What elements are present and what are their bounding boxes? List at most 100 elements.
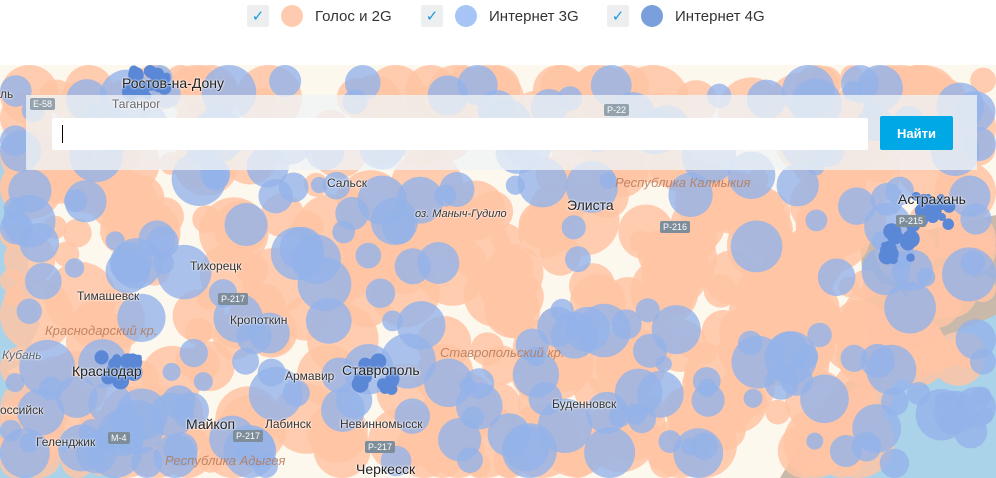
3g-coverage xyxy=(78,418,106,446)
3g-coverage xyxy=(517,157,568,208)
legend-label: Интернет 4G xyxy=(675,7,765,25)
voice-coverage xyxy=(655,254,694,293)
3g-coverage xyxy=(270,227,325,281)
city-label: Геленджик xyxy=(36,435,96,449)
check-icon: ✓ xyxy=(425,8,439,25)
4g-coverage xyxy=(390,378,399,387)
city-label: Сальск xyxy=(327,176,367,190)
3g-coverage xyxy=(0,419,22,442)
3g-coverage xyxy=(269,65,302,98)
3g-coverage xyxy=(502,423,557,478)
3g-coverage xyxy=(879,448,910,478)
3g-coverage xyxy=(565,246,591,273)
3g-coverage xyxy=(3,197,26,220)
city-label: Астрахань xyxy=(898,191,966,207)
3g-coverage xyxy=(916,267,936,287)
4g-coverage xyxy=(112,372,130,390)
4g-coverage xyxy=(911,191,921,201)
3g-coverage xyxy=(64,258,85,278)
3g-coverage xyxy=(829,435,862,468)
road-shield: P-217 xyxy=(233,430,264,442)
voice-coverage xyxy=(970,67,996,94)
3g-coverage xyxy=(0,125,31,157)
voice-coverage xyxy=(747,262,822,338)
3g-coverage xyxy=(599,172,617,189)
3g-coverage xyxy=(117,293,166,342)
3g-coverage xyxy=(852,404,902,453)
city-label: Краснодар xyxy=(72,363,142,379)
3g-coverage xyxy=(840,344,868,372)
3g-coverage xyxy=(690,432,718,461)
checkbox-internet-3g[interactable]: ✓ xyxy=(421,5,443,27)
4g-coverage xyxy=(125,363,143,381)
3g-coverage xyxy=(806,432,824,450)
4g-coverage xyxy=(162,72,171,81)
3g-coverage xyxy=(635,298,660,323)
3g-coverage xyxy=(885,176,914,206)
3g-coverage xyxy=(438,418,482,462)
3g-coverage xyxy=(730,220,783,273)
3g-coverage xyxy=(19,432,40,453)
river-label: Кубань xyxy=(2,348,42,362)
voice-coverage xyxy=(192,205,221,234)
4g-coverage xyxy=(927,204,942,219)
checkbox-internet-4g[interactable]: ✓ xyxy=(607,5,629,27)
voice-coverage xyxy=(765,399,791,425)
3g-coverage xyxy=(793,344,819,370)
4g-coverage xyxy=(157,81,172,95)
3g-coverage xyxy=(970,386,992,408)
legend-item-internet-3g[interactable]: ✓ Интернет 3G xyxy=(421,3,579,29)
city-label: Буденновск xyxy=(552,397,617,411)
road-shield: P-216 xyxy=(660,221,691,233)
3g-coverage xyxy=(743,388,763,408)
4g-coverage xyxy=(386,366,400,380)
voice-coverage xyxy=(63,218,92,248)
legend-label: Голос и 2G xyxy=(315,7,392,25)
3g-coverage xyxy=(232,347,260,375)
4g-coverage xyxy=(143,65,157,78)
3g-coverage xyxy=(776,164,819,207)
4g-coverage xyxy=(359,362,367,369)
legend-label: Интернет 3G xyxy=(489,7,579,25)
city-label: Ростов-на-Дону xyxy=(122,75,224,91)
search-input[interactable] xyxy=(52,118,868,150)
3g-coverage xyxy=(907,381,931,405)
3g-coverage xyxy=(382,310,403,332)
3g-coverage xyxy=(162,362,181,381)
region-label: Республика Калмыкия xyxy=(615,175,751,190)
3g-coverage xyxy=(800,374,849,424)
road-shield: P-217 xyxy=(218,293,249,305)
4g-coverage xyxy=(887,228,903,245)
4g-coverage xyxy=(880,243,895,258)
4g-coverage xyxy=(906,253,915,262)
4g-coverage xyxy=(922,197,932,207)
3g-coverage xyxy=(614,368,663,417)
voice-coverage xyxy=(777,423,832,478)
legend-item-internet-4g[interactable]: ✓ Интернет 4G xyxy=(607,3,765,29)
3g-coverage xyxy=(321,388,365,432)
road-shield: P-217 xyxy=(365,441,396,453)
city-label: Тихорецк xyxy=(190,259,242,273)
search-button[interactable]: Найти xyxy=(880,116,953,150)
road-shield: P-215 xyxy=(896,215,927,227)
legend-item-voice-2g[interactable]: ✓ Голос и 2G xyxy=(247,3,392,29)
3g-coverage xyxy=(156,244,212,300)
checkbox-voice-2g[interactable]: ✓ xyxy=(247,5,269,27)
3g-coverage xyxy=(817,258,856,297)
city-label: Элиста xyxy=(567,197,614,213)
3g-coverage xyxy=(512,351,560,398)
voice-2g-swatch xyxy=(281,5,303,27)
3g-coverage xyxy=(463,368,495,399)
3g-coverage xyxy=(434,184,457,207)
3g-coverage xyxy=(960,250,986,276)
3g-coverage xyxy=(955,319,996,360)
city-label: Лабинск xyxy=(265,417,312,431)
3g-coverage xyxy=(19,339,76,396)
3g-coverage xyxy=(138,220,176,258)
3g-coverage xyxy=(16,298,42,324)
3g-coverage xyxy=(17,388,65,436)
4g-coverage xyxy=(94,350,109,365)
voice-coverage xyxy=(236,254,269,287)
3g-coverage xyxy=(310,176,328,194)
voice-coverage xyxy=(920,336,949,365)
